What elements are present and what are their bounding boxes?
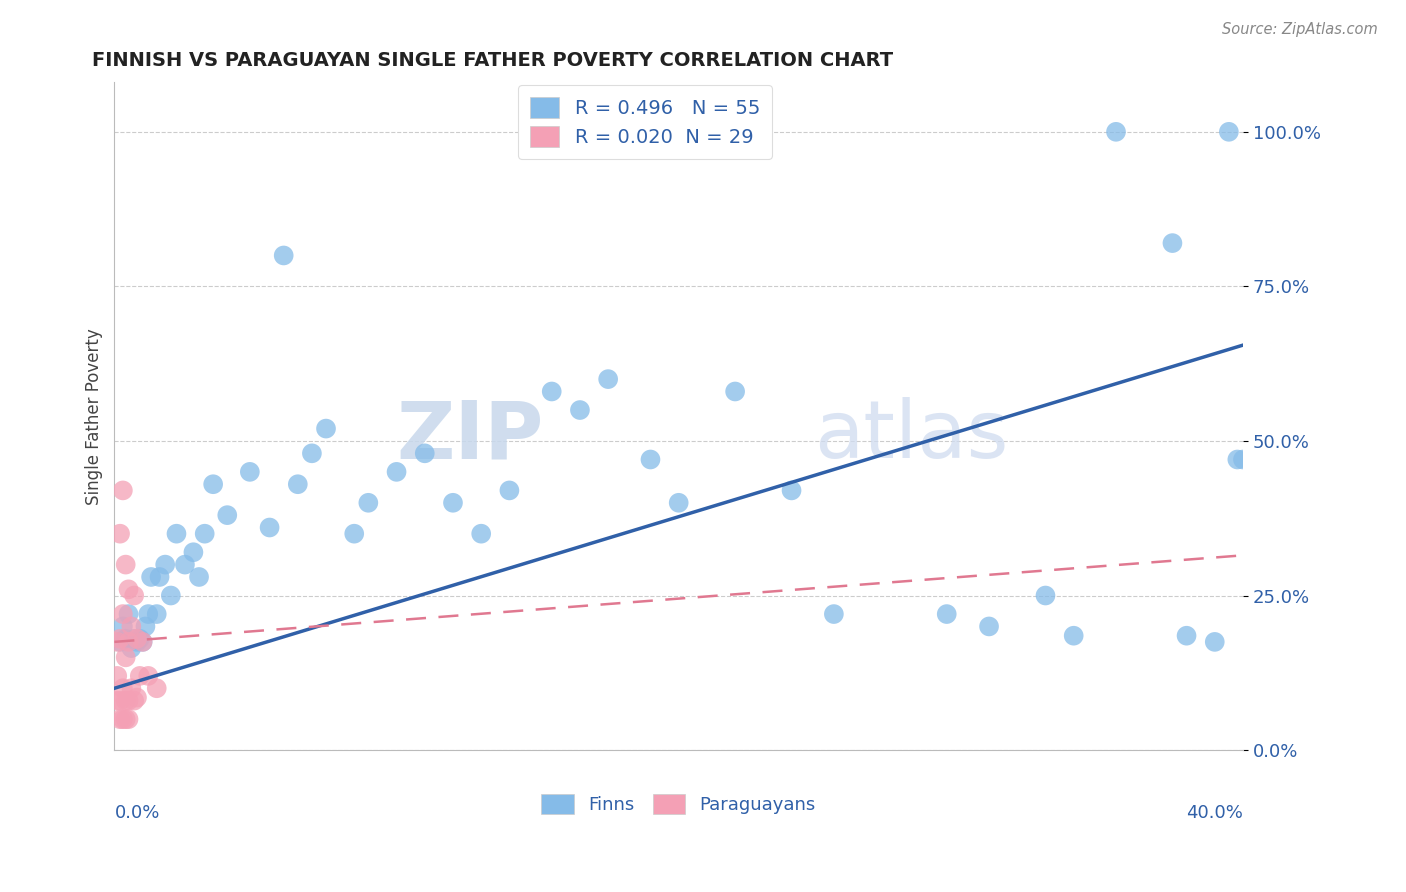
Point: [105, 669, 128, 683]
Point: [498, 483, 520, 498]
Point: [1161, 236, 1184, 251]
Text: FINNISH VS PARAGUAYAN SINGLE FATHER POVERTY CORRELATION CHART: FINNISH VS PARAGUAYAN SINGLE FATHER POVE…: [91, 51, 893, 70]
Text: 0.0%: 0.0%: [114, 804, 160, 822]
Text: atlas: atlas: [814, 397, 1008, 475]
Point: [131, 635, 153, 649]
Point: [111, 607, 134, 621]
Point: [259, 520, 281, 534]
Point: [668, 496, 690, 510]
Point: [117, 712, 139, 726]
Point: [114, 693, 136, 707]
Point: [1035, 589, 1057, 603]
Point: [134, 619, 156, 633]
Point: [1105, 125, 1128, 139]
Point: [136, 607, 159, 621]
Point: [120, 641, 142, 656]
Point: [640, 452, 662, 467]
Text: 40.0%: 40.0%: [1187, 804, 1243, 822]
Point: [145, 681, 167, 696]
Point: [111, 619, 134, 633]
Point: [108, 632, 131, 646]
Point: [125, 632, 148, 646]
Point: [301, 446, 323, 460]
Point: [441, 496, 464, 510]
Legend: Finns, Paraguayans: Finns, Paraguayans: [534, 787, 823, 822]
Point: [1226, 452, 1249, 467]
Point: [217, 508, 239, 523]
Point: [145, 607, 167, 621]
Point: [128, 632, 150, 646]
Point: [470, 526, 492, 541]
Point: [122, 589, 145, 603]
Point: [111, 681, 134, 696]
Point: [148, 570, 170, 584]
Point: [111, 483, 134, 498]
Point: [1063, 629, 1085, 643]
Point: [188, 570, 211, 584]
Point: [1175, 629, 1198, 643]
Point: [174, 558, 197, 572]
Point: [194, 526, 217, 541]
Point: [114, 712, 136, 726]
Point: [977, 619, 1000, 633]
Point: [343, 526, 366, 541]
Point: [823, 607, 845, 621]
Point: [239, 465, 262, 479]
Point: [114, 632, 136, 646]
Point: [131, 635, 153, 649]
Point: [139, 570, 162, 584]
Point: [111, 712, 134, 726]
Text: ZIP: ZIP: [396, 397, 543, 475]
Point: [136, 669, 159, 683]
Point: [105, 693, 128, 707]
Point: [117, 693, 139, 707]
Point: [120, 681, 142, 696]
Point: [385, 465, 408, 479]
Point: [122, 632, 145, 646]
Point: [160, 589, 183, 603]
Point: [935, 607, 957, 621]
Point: [153, 558, 176, 572]
Point: [114, 558, 136, 572]
Point: [105, 635, 128, 649]
Point: [315, 421, 337, 435]
Point: [183, 545, 205, 559]
Point: [413, 446, 436, 460]
Point: [287, 477, 309, 491]
Point: [128, 669, 150, 683]
Point: [724, 384, 747, 399]
Text: Source: ZipAtlas.com: Source: ZipAtlas.com: [1222, 22, 1378, 37]
Point: [108, 526, 131, 541]
Point: [125, 635, 148, 649]
Point: [117, 582, 139, 597]
Point: [1204, 635, 1226, 649]
Point: [117, 607, 139, 621]
Point: [780, 483, 803, 498]
Point: [108, 712, 131, 726]
Point: [1232, 452, 1254, 467]
Point: [568, 403, 591, 417]
Point: [202, 477, 225, 491]
Point: [357, 496, 380, 510]
Point: [540, 384, 562, 399]
Point: [120, 619, 142, 633]
Point: [1218, 125, 1240, 139]
Point: [122, 693, 145, 707]
Point: [108, 693, 131, 707]
Point: [114, 650, 136, 665]
Point: [598, 372, 620, 386]
Point: [166, 526, 188, 541]
Point: [273, 248, 295, 262]
Point: [108, 635, 131, 649]
Y-axis label: Single Father Poverty: Single Father Poverty: [86, 328, 103, 505]
Point: [117, 635, 139, 649]
Point: [125, 690, 148, 705]
